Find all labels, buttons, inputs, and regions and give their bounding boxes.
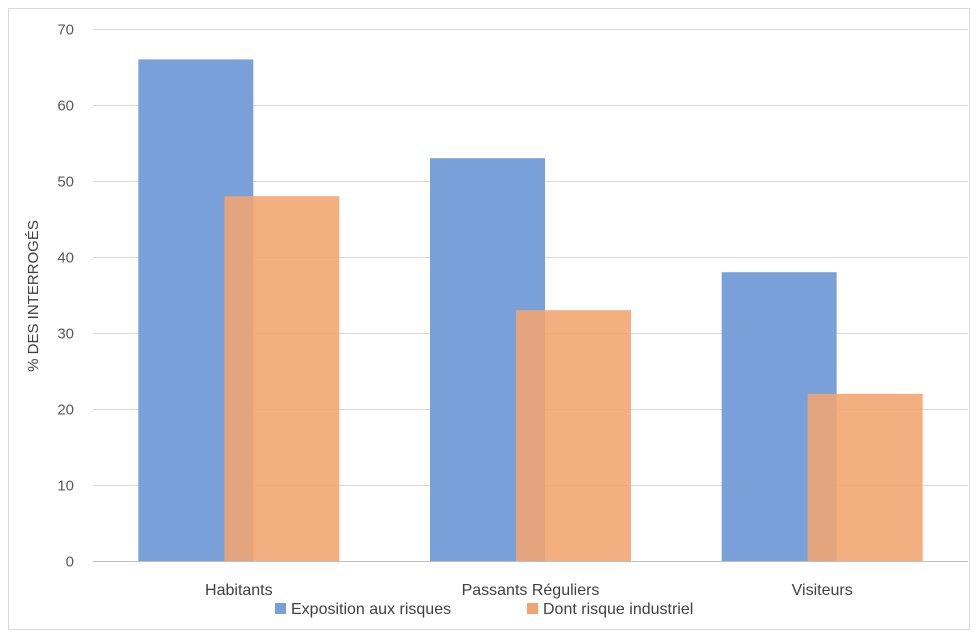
y-axis-title: % DES INTERROGÉS — [25, 220, 42, 372]
y-tick-label: 50 — [57, 174, 74, 191]
x-axis-categories: Habitants Passants Réguliers Visiteurs — [205, 582, 853, 599]
legend: Exposition aux risques Dont risque indust… — [275, 601, 693, 618]
y-tick-label: 60 — [57, 98, 74, 115]
y-tick-label: 10 — [57, 478, 74, 495]
y-tick-label: 0 — [66, 554, 74, 571]
bars — [138, 59, 923, 562]
bar-risque-industriel-0 — [224, 196, 340, 561]
y-axis-ticks: 0 10 20 30 40 50 60 70 — [57, 22, 74, 571]
legend-swatch — [527, 603, 538, 614]
x-category-label: Passants Réguliers — [462, 582, 600, 599]
x-category-label: Habitants — [205, 582, 273, 599]
bar-risque-industriel-1 — [516, 310, 631, 561]
y-tick-label: 70 — [57, 22, 74, 39]
y-tick-label: 20 — [57, 402, 74, 419]
y-tick-label: 40 — [57, 250, 74, 267]
legend-label: Dont risque industriel — [543, 601, 693, 618]
y-tick-label: 30 — [57, 326, 74, 343]
x-category-label: Visiteurs — [792, 582, 853, 599]
legend-label: Exposition aux risques — [291, 601, 451, 618]
bar-risque-industriel-2 — [807, 393, 923, 561]
legend-swatch — [275, 603, 286, 614]
